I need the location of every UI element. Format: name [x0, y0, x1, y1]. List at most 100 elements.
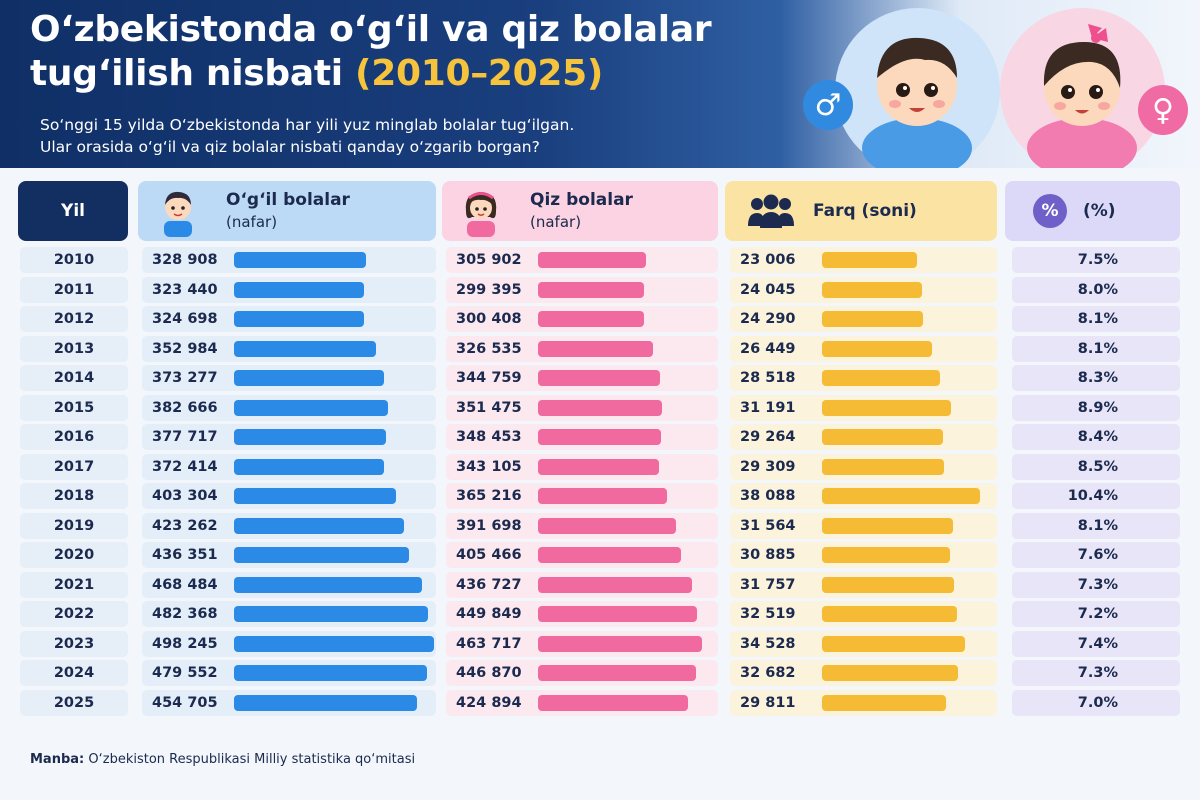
- row-diff-cell: 31 191: [730, 394, 997, 421]
- header-banner: O‘zbekistonda o‘g‘il va qiz bolalar tug‘…: [0, 0, 1200, 168]
- row-boys-bar: [234, 311, 365, 327]
- baby-boy-icon: [862, 37, 972, 168]
- row-percent: 8.1%: [1012, 512, 1180, 539]
- row-girls-value: 326 535: [456, 340, 522, 357]
- column-header-year: Yil: [18, 181, 128, 241]
- subtitle-line-1: So‘nggi 15 yilda O‘zbekistonda har yili …: [40, 116, 575, 134]
- column-header-percent: % (%): [1005, 181, 1180, 241]
- row-boys-cell: 468 484: [142, 571, 436, 598]
- row-diff-cell: 34 528: [730, 630, 997, 657]
- table-row: 2016 377 717 348 453 29 264 8.4%: [0, 424, 1200, 450]
- row-boys-cell: 382 666: [142, 394, 436, 421]
- boy-avatar-icon: [164, 191, 192, 237]
- baby-girl-icon: [1027, 24, 1137, 168]
- row-girls-bar: [538, 458, 660, 475]
- row-girls-cell: 436 727: [446, 571, 718, 598]
- row-boys-bar: [234, 429, 386, 445]
- row-diff-value: 29 264: [740, 429, 796, 445]
- row-diff-cell: 31 757: [730, 571, 997, 598]
- percent-icon: %: [1033, 194, 1067, 228]
- table-row: 2020 436 351 405 466 30 885 7.6%: [0, 542, 1200, 568]
- row-diff-bar: [822, 488, 980, 504]
- row-percent: 8.1%: [1012, 306, 1180, 332]
- row-boys-bar: [234, 665, 427, 681]
- row-percent: 7.0%: [1012, 689, 1180, 716]
- row-girls-cell: 305 902: [446, 247, 718, 273]
- row-boys-cell: 352 984: [142, 335, 436, 362]
- row-diff-value: 30 885: [740, 547, 796, 563]
- page-subtitle: So‘nggi 15 yilda O‘zbekistonda har yili …: [40, 114, 574, 158]
- row-boys-bar: [234, 370, 384, 386]
- row-diff-cell: 38 088: [730, 483, 997, 509]
- table-row: 2021 468 484 436 727 31 757 7.3%: [0, 571, 1200, 598]
- column-header-difference: Farq (soni): [725, 181, 997, 241]
- row-girls-bar: [538, 399, 663, 416]
- row-girls-value: 405 466: [456, 547, 522, 563]
- row-diff-bar: [822, 576, 954, 593]
- row-year: 2014: [20, 365, 128, 391]
- row-girls-bar: [538, 694, 689, 711]
- table-row: 2010 328 908 305 902 23 006 7.5%: [0, 247, 1200, 273]
- row-diff-bar: [822, 517, 953, 534]
- row-diff-cell: 29 811: [730, 689, 997, 716]
- title-years: (2010–2025): [355, 53, 604, 94]
- girls-header-title: Qiz bolalar: [530, 190, 633, 210]
- row-boys-bar: [234, 517, 404, 534]
- row-diff-value: 38 088: [740, 488, 796, 504]
- source-text: O‘zbekiston Respublikasi Milliy statisti…: [88, 752, 416, 767]
- row-year: 2024: [20, 660, 128, 686]
- row-diff-value: 34 528: [740, 635, 796, 652]
- row-boys-value: 436 351: [152, 547, 218, 563]
- row-boys-bar: [234, 281, 364, 298]
- row-boys-cell: 373 277: [142, 365, 436, 391]
- row-girls-cell: 300 408: [446, 306, 718, 332]
- row-boys-cell: 482 368: [142, 601, 436, 627]
- row-diff-cell: 32 682: [730, 660, 997, 686]
- row-diff-cell: 28 518: [730, 365, 997, 391]
- row-boys-value: 324 698: [152, 311, 218, 327]
- row-girls-cell: 351 475: [446, 394, 718, 421]
- row-girls-value: 424 894: [456, 694, 522, 711]
- row-diff-value: 32 519: [740, 606, 796, 622]
- row-diff-cell: 30 885: [730, 542, 997, 568]
- table-row: 2014 373 277 344 759 28 518 8.3%: [0, 365, 1200, 391]
- row-girls-value: 391 698: [456, 517, 522, 534]
- row-boys-bar: [234, 252, 366, 268]
- row-girls-cell: 326 535: [446, 335, 718, 362]
- baby-girl-illustration: [1000, 8, 1165, 168]
- row-girls-bar: [538, 252, 647, 268]
- title-line-2-text: tug‘ilish nisbati: [30, 53, 343, 94]
- row-diff-cell: 26 449: [730, 335, 997, 362]
- difference-header-title: Farq (soni): [813, 201, 917, 221]
- table-row: 2018 403 304 365 216 38 088 10.4%: [0, 483, 1200, 509]
- table-row: 2011 323 440 299 395 24 045 8.0%: [0, 276, 1200, 303]
- row-girls-bar: [538, 517, 677, 534]
- row-diff-bar: [822, 606, 957, 622]
- row-girls-cell: 446 870: [446, 660, 718, 686]
- row-boys-cell: 377 717: [142, 424, 436, 450]
- row-year: 2018: [20, 483, 128, 509]
- row-percent: 8.0%: [1012, 276, 1180, 303]
- boys-header-sub: (nafar): [226, 213, 278, 231]
- row-boys-bar: [234, 606, 428, 622]
- row-diff-cell: 32 519: [730, 601, 997, 627]
- source-footer: Manba: O‘zbekiston Respublikasi Milliy s…: [30, 752, 415, 767]
- row-girls-value: 305 902: [456, 252, 522, 268]
- row-year: 2015: [20, 394, 128, 421]
- row-diff-bar: [822, 429, 944, 445]
- row-girls-cell: 348 453: [446, 424, 718, 450]
- row-boys-value: 328 908: [152, 252, 218, 268]
- row-boys-value: 468 484: [152, 576, 218, 593]
- percent-header-title: (%): [1083, 201, 1116, 221]
- row-year: 2010: [20, 247, 128, 273]
- row-diff-bar: [822, 458, 944, 475]
- row-diff-value: 29 309: [740, 458, 796, 475]
- row-percent: 10.4%: [1012, 483, 1180, 509]
- row-boys-value: 403 304: [152, 488, 218, 504]
- row-year: 2020: [20, 542, 128, 568]
- table-row: 2023 498 245 463 717 34 528 7.4%: [0, 630, 1200, 657]
- row-boys-bar: [234, 458, 384, 475]
- row-girls-bar: [538, 547, 682, 563]
- row-diff-cell: 24 045: [730, 276, 997, 303]
- row-boys-cell: 436 351: [142, 542, 436, 568]
